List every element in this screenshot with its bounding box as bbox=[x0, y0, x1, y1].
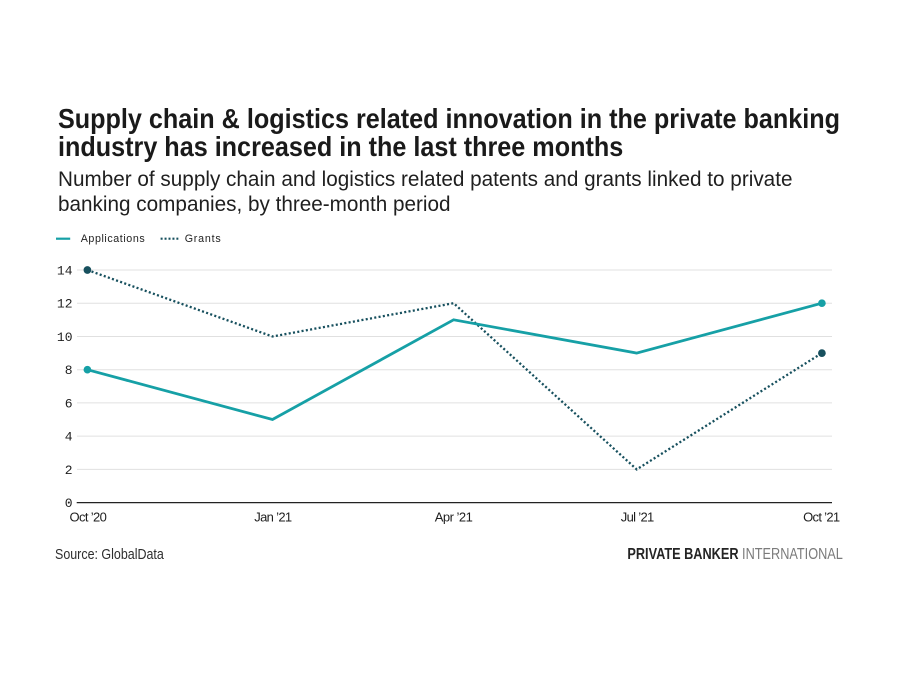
svg-text:Oct ’20: Oct ’20 bbox=[70, 509, 107, 524]
svg-text:Jan ’21: Jan ’21 bbox=[254, 509, 292, 524]
svg-text:10: 10 bbox=[57, 330, 73, 345]
svg-text:Jul ’21: Jul ’21 bbox=[621, 509, 655, 524]
svg-text:12: 12 bbox=[57, 297, 73, 312]
svg-text:4: 4 bbox=[65, 429, 73, 444]
svg-text:0: 0 bbox=[65, 496, 73, 511]
svg-text:2: 2 bbox=[65, 463, 73, 478]
svg-text:Oct ’21: Oct ’21 bbox=[803, 509, 840, 524]
svg-text:8: 8 bbox=[65, 363, 73, 378]
svg-text:6: 6 bbox=[65, 396, 73, 411]
svg-text:14: 14 bbox=[57, 263, 73, 278]
svg-text:Apr ’21: Apr ’21 bbox=[435, 509, 473, 524]
svg-text:Grants: Grants bbox=[185, 233, 221, 245]
svg-text:Applications: Applications bbox=[81, 233, 145, 245]
